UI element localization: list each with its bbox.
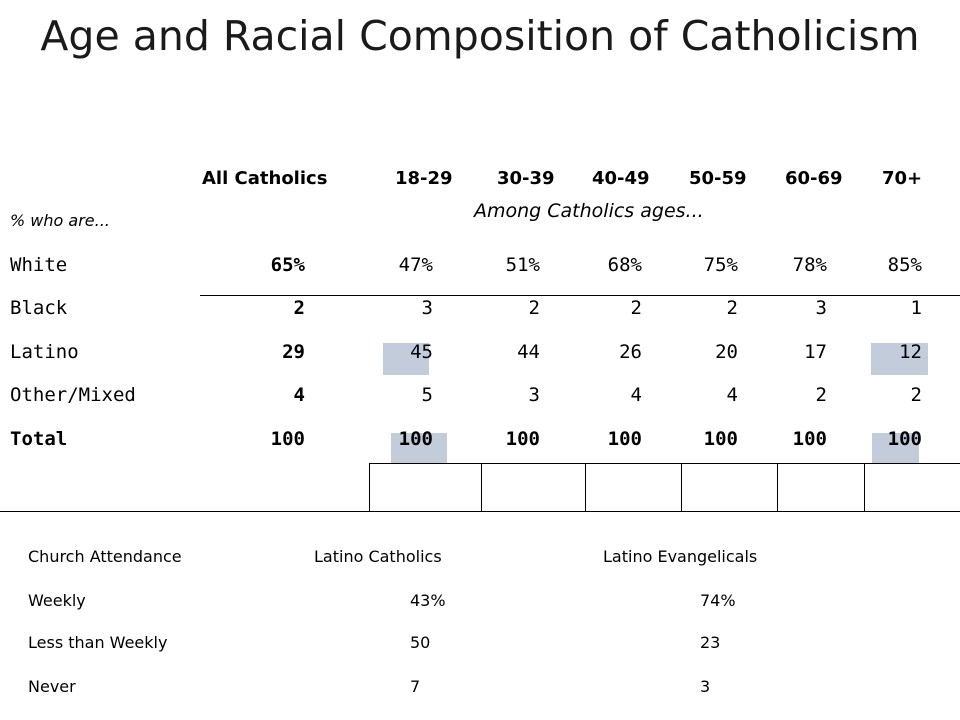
highlight-total-70plus — [872, 433, 919, 463]
table-cell: 100 — [607, 428, 642, 450]
table-cell: 2 — [815, 384, 827, 406]
row-label: White — [10, 254, 68, 276]
col-header-all: All Catholics — [202, 168, 328, 189]
cell-divider — [777, 463, 778, 511]
table-cell: 17 — [804, 341, 827, 363]
highlight-total-18-29 — [391, 433, 447, 463]
cell-divider — [864, 463, 865, 511]
table-cell: 2 — [293, 297, 305, 319]
cell-divider — [585, 463, 586, 511]
table-cell: 45 — [410, 341, 433, 363]
table-cell: 65% — [270, 254, 305, 276]
col-header-60-69: 60-69 — [785, 168, 843, 189]
table-cell: 100 — [505, 428, 540, 450]
table-cell: 2 — [630, 297, 642, 319]
col-header-50-59: 50-59 — [689, 168, 747, 189]
row-label: Other/Mixed — [10, 384, 136, 406]
cell-divider — [681, 463, 682, 511]
attendance-header-catholics: Latino Catholics — [314, 547, 442, 566]
col-header-18-29: 18-29 — [395, 168, 453, 189]
table-cell: 4 — [630, 384, 642, 406]
table-cell: 3 — [815, 297, 827, 319]
table-cell: 26 — [619, 341, 642, 363]
table-cell: 2 — [528, 297, 540, 319]
attendance-header-evangelicals: Latino Evangelicals — [603, 547, 758, 566]
attendance-evangelicals-value: 3 — [700, 677, 711, 696]
col-header-30-39: 30-39 — [497, 168, 555, 189]
table-cell: 100 — [887, 428, 922, 450]
table-cell: 1 — [910, 297, 922, 319]
table-cell: 2 — [726, 297, 738, 319]
attendance-evangelicals-value: 74% — [700, 591, 736, 610]
attendance-catholics-value: 50 — [410, 633, 431, 652]
cell-divider — [481, 463, 482, 511]
col-header-40-49: 40-49 — [592, 168, 650, 189]
table-cell: 100 — [270, 428, 305, 450]
table-cell: 44 — [517, 341, 540, 363]
attendance-header-label: Church Attendance — [28, 547, 182, 566]
attendance-evangelicals-value: 23 — [700, 633, 721, 652]
table-cell: 100 — [398, 428, 433, 450]
table-cell: 2 — [910, 384, 922, 406]
table-cell: 5 — [421, 384, 433, 406]
table-cell: 75% — [703, 254, 738, 276]
table-cell: 12 — [899, 341, 922, 363]
attendance-catholics-value: 43% — [410, 591, 446, 610]
table-cell: 20 — [715, 341, 738, 363]
col-header-70plus: 70+ — [882, 168, 923, 189]
row-prefix: % who are... — [10, 211, 110, 230]
attendance-row-label: Less than Weekly — [28, 633, 168, 652]
table-rule-top — [200, 295, 960, 296]
table-cell: 100 — [703, 428, 738, 450]
attendance-row-label: Never — [28, 677, 76, 696]
table-cell: 3 — [528, 384, 540, 406]
table-cell: 47% — [398, 254, 433, 276]
row-label: Black — [10, 297, 68, 319]
table-rule-mid — [370, 463, 960, 464]
page-title: Age and Racial Composition of Catholicis… — [40, 12, 920, 60]
subheader: Among Catholics ages... — [474, 200, 704, 222]
cell-divider — [369, 463, 370, 511]
row-label: Latino — [10, 341, 79, 363]
table-cell: 51% — [505, 254, 540, 276]
table-cell: 3 — [421, 297, 433, 319]
attendance-row-label: Weekly — [28, 591, 86, 610]
row-label: Total — [10, 428, 68, 450]
table-cell: 4 — [293, 384, 305, 406]
table-cell: 78% — [792, 254, 827, 276]
table-cell: 68% — [607, 254, 642, 276]
attendance-catholics-value: 7 — [410, 677, 421, 696]
table-cell: 100 — [792, 428, 827, 450]
table-cell: 85% — [887, 254, 922, 276]
table-cell: 29 — [282, 341, 305, 363]
highlight-latino-18-29 — [383, 343, 429, 375]
table-cell: 4 — [726, 384, 738, 406]
highlight-latino-70plus — [871, 343, 928, 375]
table-rule-bottom — [0, 511, 960, 512]
